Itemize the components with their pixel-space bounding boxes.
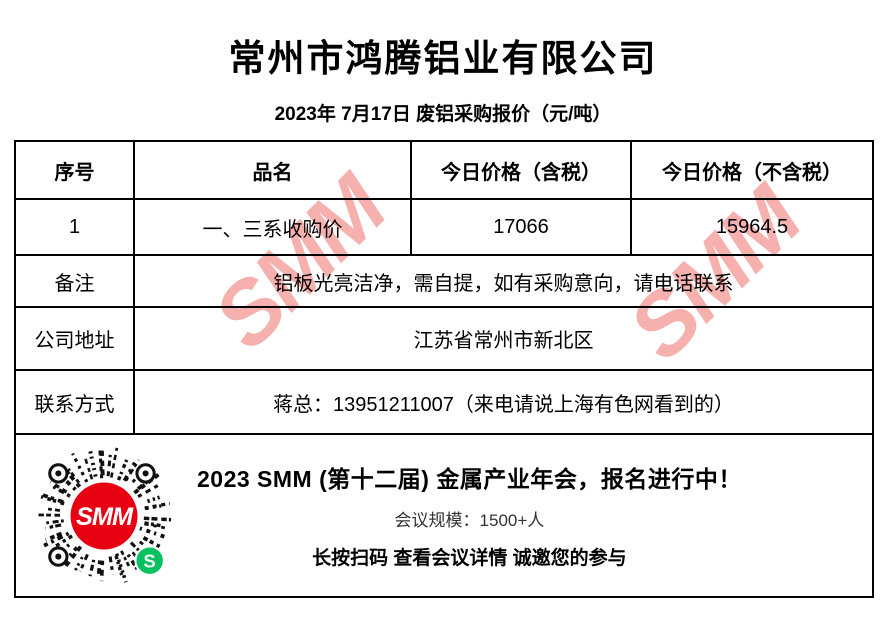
- cell-price-without-tax: 15964.5: [630, 198, 874, 256]
- page-subtitle: 2023年 7月17日 废铝采购报价（元/吨）: [274, 104, 612, 125]
- banner-scan-hint: 长按扫码 查看会议详情 诚邀您的参与: [312, 547, 627, 569]
- banner-conference-scale: 会议规模：1500+人: [394, 510, 545, 530]
- col-header-price-tax: 今日价格（含税）: [410, 140, 632, 200]
- col-header-price-notax: 今日价格（不含税）: [630, 140, 874, 200]
- table-row: 1 一、三系收购价 17066 15964.5: [14, 198, 874, 256]
- banner-text-block: 2023 SMM (第十二届) 金属产业年会，报名进行中！ 会议规模：1500+…: [197, 460, 742, 572]
- address-row: 公司地址 江苏省常州市新北区: [14, 306, 874, 371]
- smm-logo-text: SMM: [76, 503, 134, 531]
- qr-eye-bottom-left: [48, 545, 69, 567]
- col-header-index: 序号: [14, 140, 135, 200]
- miniprogram-icon: S: [134, 544, 165, 576]
- remark-value: 铝板光亮洁净，需自提，如有采购意向，请电话联系: [133, 254, 874, 308]
- miniprogram-glyph: S: [144, 550, 156, 571]
- address-value: 江苏省常州市新北区: [133, 306, 874, 371]
- qr-eye-top-left: [48, 462, 69, 484]
- contact-value: 蒋总：13951211007（来电请说上海有色网看到的）: [133, 369, 874, 435]
- qr-eye-top-right: [135, 462, 156, 484]
- banner-title: 2023 SMM (第十二届) 金属产业年会，报名进行中！: [197, 465, 742, 492]
- contact-row: 联系方式 蒋总：13951211007（来电请说上海有色网看到的）: [14, 369, 874, 435]
- qr-code: SMM S: [33, 445, 175, 587]
- col-header-product: 品名: [133, 140, 412, 200]
- address-label: 公司地址: [14, 306, 135, 371]
- cell-price-with-tax: 17066: [410, 198, 632, 256]
- contact-label: 联系方式: [14, 369, 135, 435]
- table-header-row: 序号 品名 今日价格（含税） 今日价格（不含税）: [14, 140, 874, 200]
- smm-logo: SMM: [70, 482, 138, 549]
- cell-index: 1: [14, 198, 135, 256]
- promo-banner: SMM S 2023 SMM (第十二届) 金属产业年会，报名进行中！ 会议规模…: [14, 433, 874, 598]
- banner-row: SMM S 2023 SMM (第十二届) 金属产业年会，报名进行中！ 会议规模…: [14, 433, 874, 598]
- cell-product-name: 一、三系收购价: [133, 198, 412, 256]
- page-title: 常州市鸿腾铝业有限公司: [228, 39, 658, 80]
- price-quote-table: 序号 品名 今日价格（含税） 今日价格（不含税） 1 一、三系收购价 17066…: [14, 140, 874, 598]
- remark-row: 备注 铝板光亮洁净，需自提，如有采购意向，请电话联系: [14, 254, 874, 308]
- remark-label: 备注: [14, 254, 135, 308]
